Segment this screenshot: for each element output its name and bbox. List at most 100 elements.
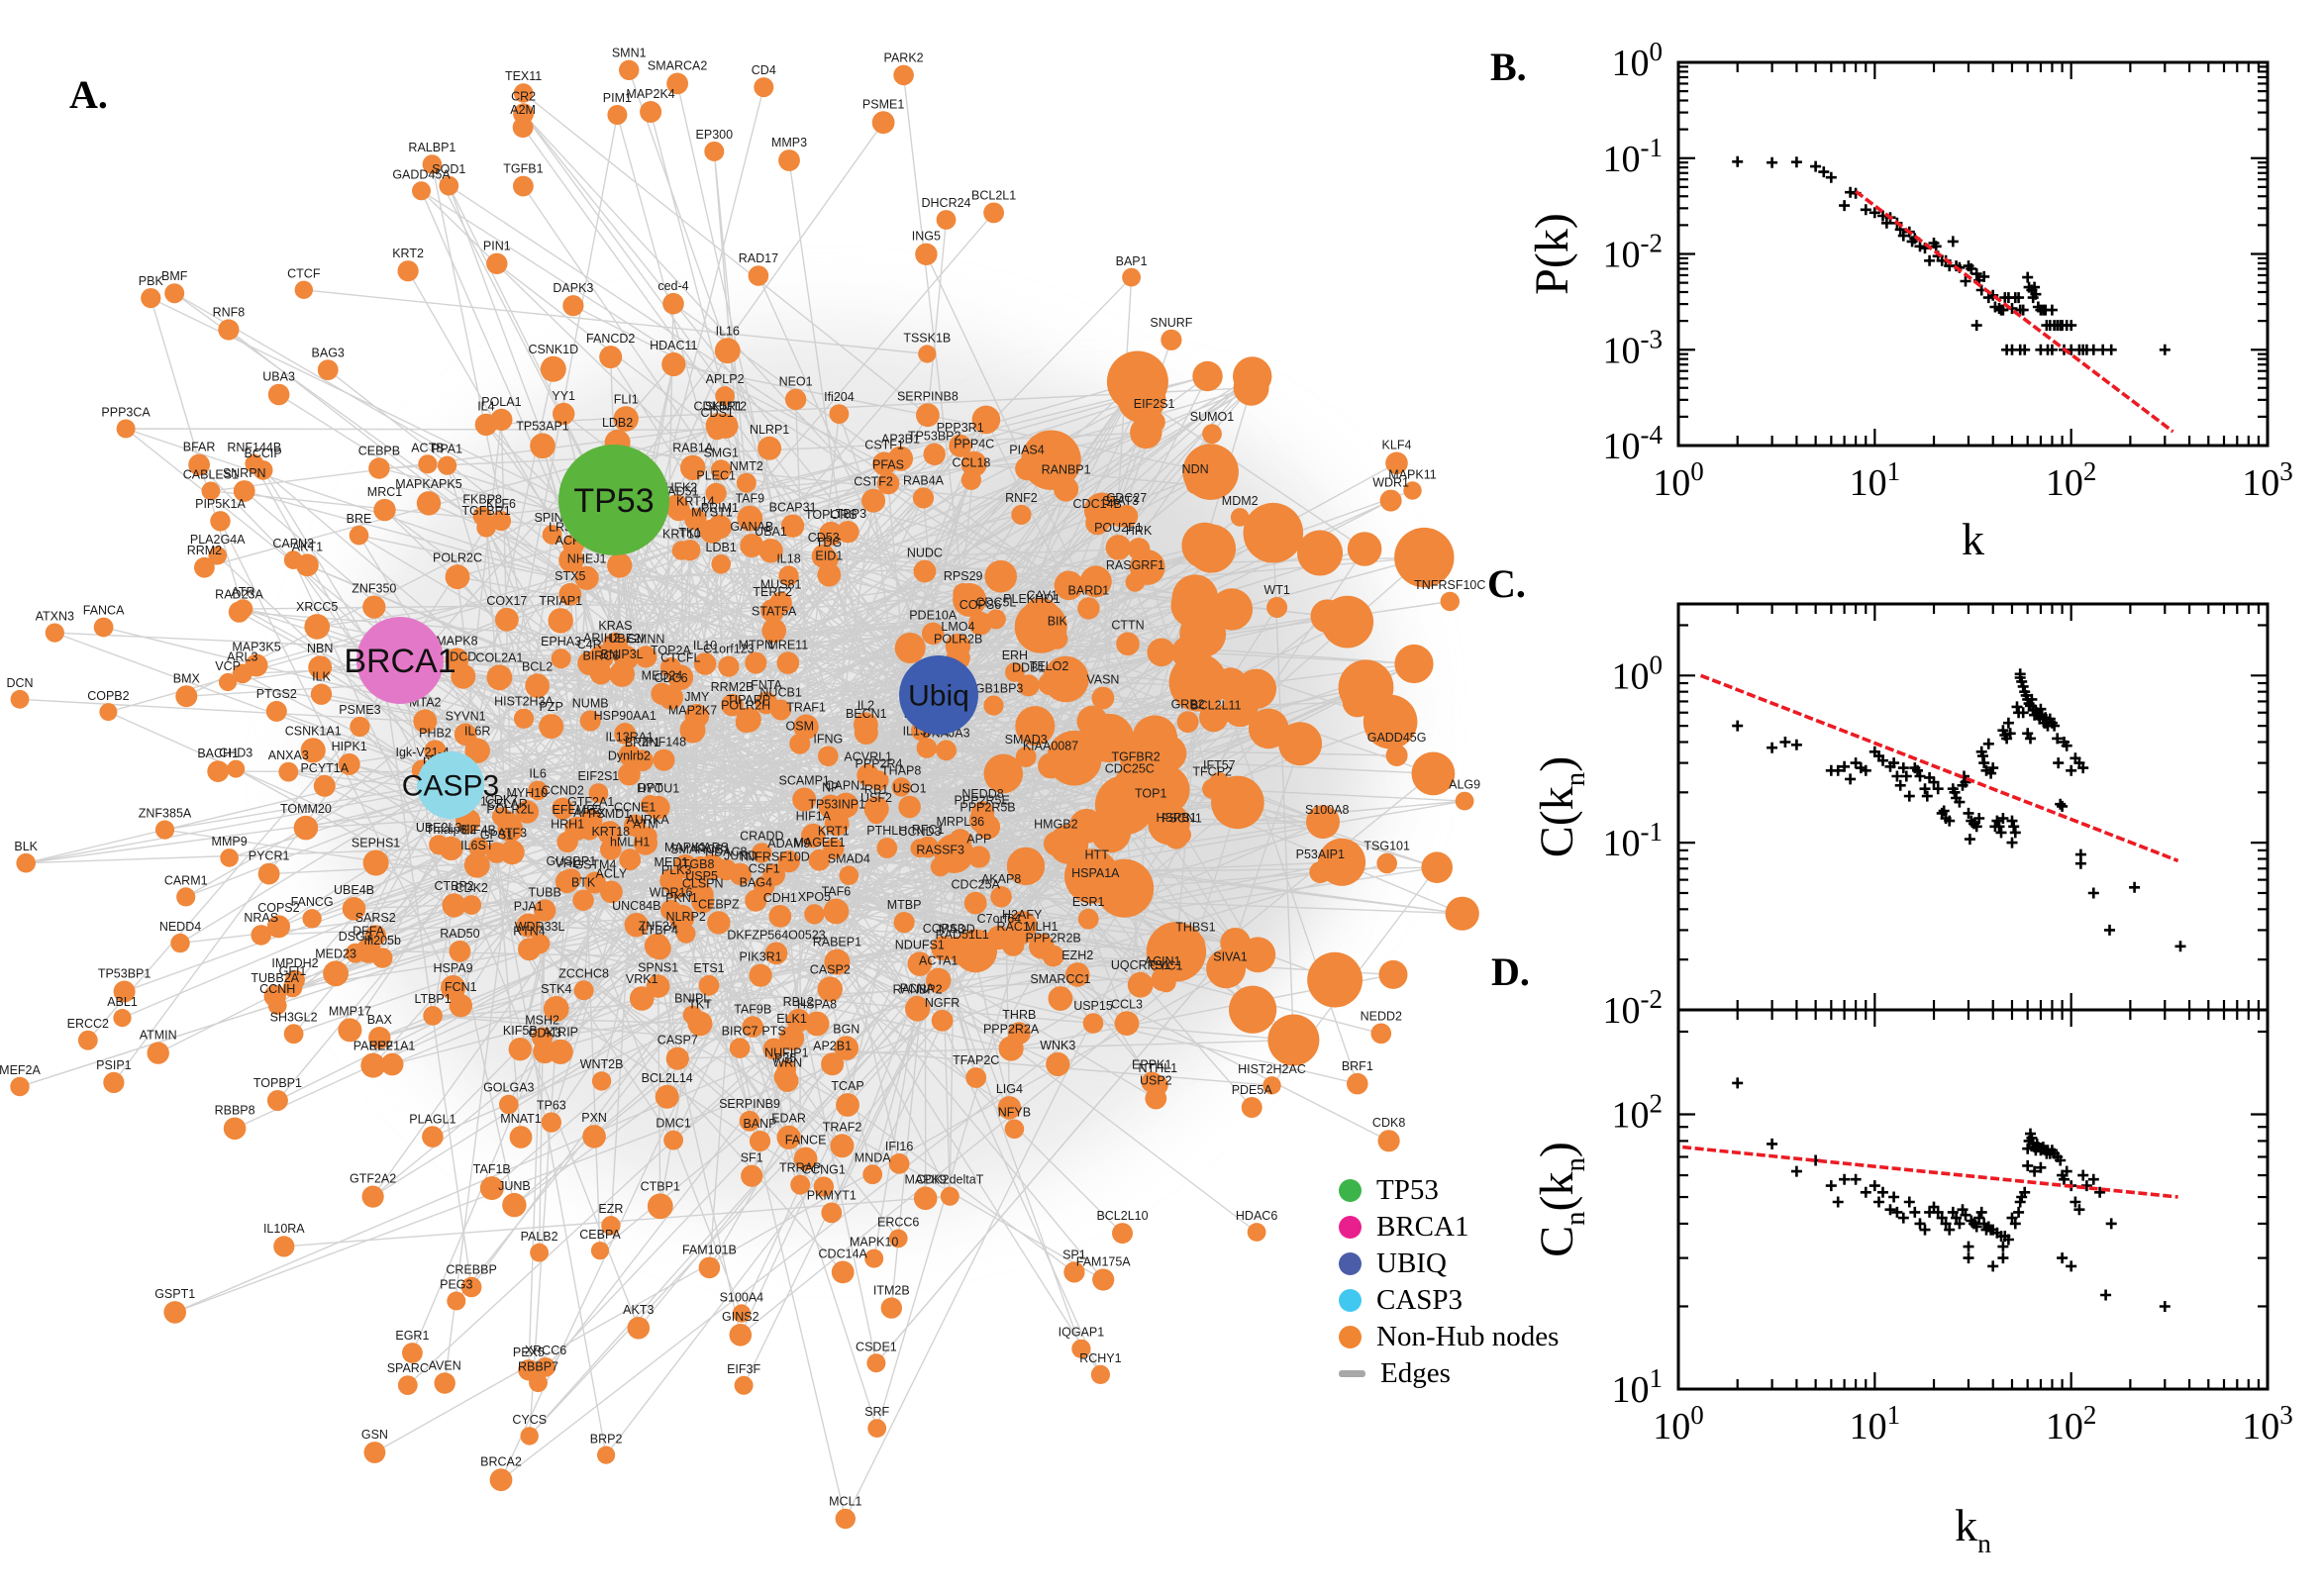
network-node: [447, 1291, 466, 1311]
data-point: [1894, 779, 1906, 791]
network-node: [915, 243, 938, 265]
data-point: [1970, 1221, 1982, 1233]
node-label: FANCG: [291, 895, 334, 909]
node-label: LDB2: [602, 416, 633, 430]
network-node: [916, 738, 938, 758]
legend-label: TP53: [1376, 1174, 1439, 1206]
node-label: MDM2: [1222, 494, 1259, 508]
node-label: TOP2A: [651, 644, 691, 657]
hub-label-ubiq: Ubiq: [908, 680, 969, 713]
network-node: [1168, 653, 1228, 712]
tick-label: 102: [2046, 456, 2097, 504]
node-label: SMN1: [612, 47, 647, 60]
node-label: COL2A1: [475, 650, 523, 664]
network-node: [1247, 1223, 1266, 1242]
network-node: [509, 1126, 533, 1148]
node-label: ACTA1: [919, 954, 958, 968]
node-label: WDR16: [650, 886, 693, 900]
node-label: MEF2A: [0, 1063, 41, 1077]
data-point: [1982, 738, 1994, 749]
node-label: ZNF24: [639, 920, 676, 934]
node-label: HIST2H2AC: [1238, 1062, 1306, 1076]
network-node: [1043, 831, 1068, 856]
network-node: [651, 682, 673, 705]
network-edge: [657, 866, 1438, 987]
network-node: [953, 582, 974, 604]
data-point: [2159, 1301, 2171, 1312]
node-label: EP300: [696, 128, 734, 142]
network-node: [530, 433, 556, 459]
node-label: LTBP3: [830, 507, 866, 521]
node-label: MAPK10: [850, 1236, 898, 1249]
node-label: IL6ST: [460, 839, 494, 852]
network-node: [530, 1243, 549, 1262]
node-label: WRN: [772, 1056, 802, 1070]
node-label: TP53INP1: [808, 798, 865, 812]
node-label: SIVA1: [1213, 950, 1248, 964]
network-node: [793, 714, 819, 740]
network-node: [208, 546, 227, 565]
network-node: [893, 64, 914, 86]
node-label: SRF: [864, 1405, 889, 1419]
hub-label-tp53: TP53: [573, 482, 654, 520]
data-point: [1860, 764, 1871, 776]
node-label: ced-4: [657, 279, 688, 293]
network-node: [758, 539, 783, 563]
network-node: [1307, 951, 1363, 1008]
node-label: HIST2H3A: [494, 695, 554, 709]
network-edge: [450, 774, 868, 786]
network-node: [963, 891, 987, 915]
node-label: FANCA: [83, 604, 125, 618]
node-label: APTX: [573, 806, 606, 820]
node-label: RAC1: [997, 920, 1030, 934]
node-label: PIK3R1: [740, 950, 782, 964]
network-node: [960, 450, 987, 477]
data-point: [2061, 740, 2072, 751]
network-node: [769, 591, 792, 615]
network-node: [468, 837, 489, 857]
node-label: SMAD3: [1005, 733, 1048, 747]
network-node: [553, 402, 575, 426]
network-edge: [610, 356, 773, 612]
network-edge: [871, 950, 976, 1175]
network-edge: [613, 499, 761, 1142]
data-point: [1790, 156, 1802, 168]
node-label: UBA1: [755, 525, 787, 539]
network-node: [635, 646, 657, 668]
node-label: BCL2L14: [642, 1071, 693, 1085]
network-node: [45, 623, 64, 643]
network-node: [1411, 751, 1456, 796]
network-node: [296, 553, 319, 577]
node-label: CYCS: [512, 1413, 547, 1427]
data-point: [2061, 1165, 2072, 1177]
network-node: [342, 897, 366, 921]
node-label: RBBP7: [518, 1359, 558, 1373]
tick-label: 10-4: [1603, 420, 1664, 467]
network-node: [777, 850, 800, 873]
data-point: [2004, 728, 2016, 740]
network-node: [1309, 861, 1332, 883]
data-point: [1919, 1224, 1931, 1236]
network-node: [945, 633, 971, 659]
network-node: [936, 740, 957, 761]
network-node: [513, 708, 535, 729]
node-label: BGN: [833, 1022, 859, 1036]
network-edge: [1141, 397, 1365, 550]
data-point: [1954, 1218, 1966, 1230]
network-edge: [973, 463, 1196, 486]
data-point: [1767, 742, 1778, 753]
node-label: CAPN1: [825, 779, 866, 793]
network-node: [662, 292, 684, 315]
network-node: [1084, 880, 1107, 903]
node-label: NRAS: [244, 911, 278, 925]
node-label: BANP: [743, 1117, 776, 1131]
data-point: [1900, 770, 1912, 782]
network-edge: [974, 757, 1075, 904]
node-label: SNRPN: [223, 466, 266, 480]
data-point: [2087, 344, 2099, 355]
network-edge: [391, 997, 643, 1065]
network-node: [317, 359, 339, 380]
network-node: [495, 607, 519, 632]
data-point: [1884, 1204, 1896, 1216]
node-label: CDC25A: [952, 878, 1001, 892]
